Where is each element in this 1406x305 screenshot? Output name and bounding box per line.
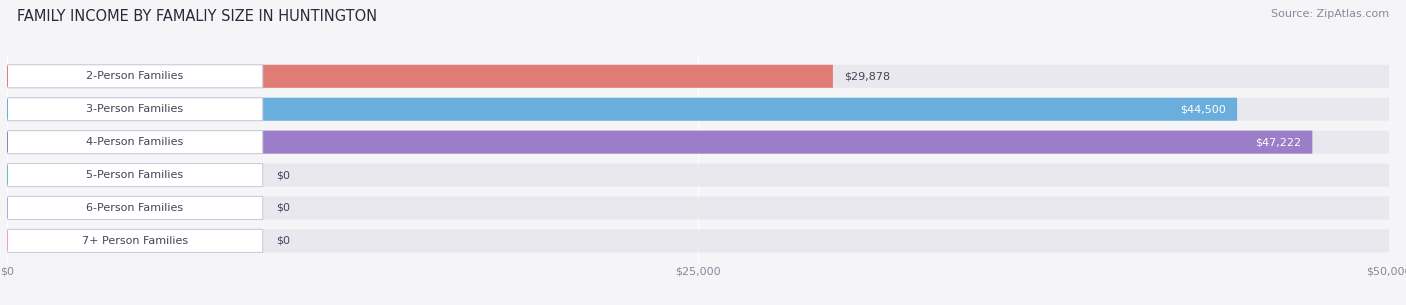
FancyBboxPatch shape xyxy=(7,196,263,220)
Text: $44,500: $44,500 xyxy=(1180,104,1226,114)
Text: 4-Person Families: 4-Person Families xyxy=(86,137,184,147)
Text: 3-Person Families: 3-Person Families xyxy=(86,104,183,114)
FancyBboxPatch shape xyxy=(7,131,1312,154)
Text: Source: ZipAtlas.com: Source: ZipAtlas.com xyxy=(1271,9,1389,19)
FancyBboxPatch shape xyxy=(7,65,832,88)
Text: 2-Person Families: 2-Person Families xyxy=(86,71,184,81)
FancyBboxPatch shape xyxy=(7,229,1389,253)
FancyBboxPatch shape xyxy=(7,131,263,154)
FancyBboxPatch shape xyxy=(7,163,263,187)
FancyBboxPatch shape xyxy=(7,196,1389,220)
FancyBboxPatch shape xyxy=(7,98,1237,121)
FancyBboxPatch shape xyxy=(7,163,1389,187)
Text: $0: $0 xyxy=(277,170,291,180)
FancyBboxPatch shape xyxy=(7,65,263,88)
Text: $47,222: $47,222 xyxy=(1256,137,1302,147)
Text: $0: $0 xyxy=(277,203,291,213)
FancyBboxPatch shape xyxy=(7,229,263,253)
Text: $0: $0 xyxy=(277,236,291,246)
FancyBboxPatch shape xyxy=(7,131,1389,154)
Text: 5-Person Families: 5-Person Families xyxy=(86,170,183,180)
Text: 6-Person Families: 6-Person Families xyxy=(86,203,183,213)
Text: 7+ Person Families: 7+ Person Families xyxy=(82,236,188,246)
Text: $29,878: $29,878 xyxy=(844,71,890,81)
FancyBboxPatch shape xyxy=(7,65,1389,88)
Text: FAMILY INCOME BY FAMALIY SIZE IN HUNTINGTON: FAMILY INCOME BY FAMALIY SIZE IN HUNTING… xyxy=(17,9,377,24)
FancyBboxPatch shape xyxy=(7,98,1389,121)
FancyBboxPatch shape xyxy=(7,98,263,121)
